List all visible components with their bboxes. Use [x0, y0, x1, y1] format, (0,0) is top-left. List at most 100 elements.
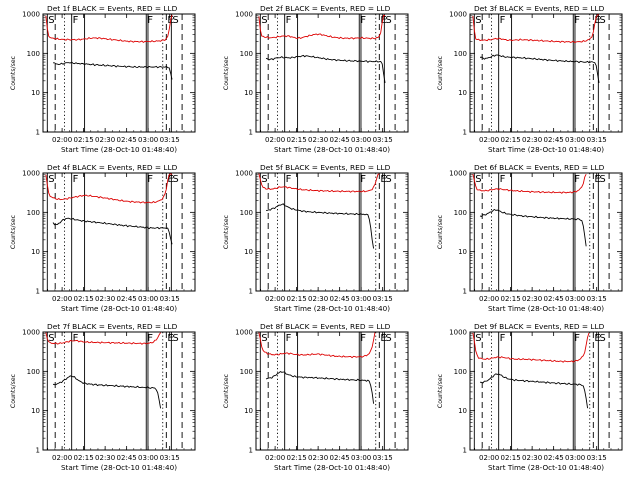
panel-title: Det 1f BLACK = Events, RED = LLD [47, 4, 178, 13]
x-tick-label: 02:45 [330, 295, 350, 303]
time-marker-label: S [172, 174, 178, 185]
lld-series-line [45, 14, 173, 43]
y-tick-label: 10 [458, 407, 467, 415]
time-marker-label: F [500, 15, 506, 26]
y-tick-label: 100 [240, 368, 253, 376]
y-tick-label: 10 [31, 407, 40, 415]
time-marker-label: E [594, 333, 600, 344]
time-marker-label: S [48, 333, 54, 344]
time-marker-label: S [48, 174, 54, 185]
x-tick-label: 02:15 [287, 136, 307, 144]
y-tick-label: 1000 [449, 329, 467, 337]
panel-title: Det 8f BLACK = Events, RED = LLD [260, 322, 391, 331]
y-tick-label: 100 [27, 368, 40, 376]
events-series-line [265, 371, 375, 404]
y-tick-label: 1000 [449, 11, 467, 19]
x-tick-label: 02:15 [501, 454, 521, 462]
x-tick-label: 02:30 [308, 295, 328, 303]
y-axis-label: Counts/sec [437, 373, 444, 408]
x-tick-label: 02:15 [501, 295, 521, 303]
y-tick-label: 100 [454, 50, 467, 58]
x-tick-label: 03:00 [351, 295, 371, 303]
time-marker-label: F [500, 174, 506, 185]
x-tick-label: 02:45 [117, 295, 137, 303]
events-series-line [265, 54, 386, 84]
panel-5: Det 5f BLACK = Events, RED = LLD Start Ti… [223, 163, 409, 313]
time-marker-label: S [475, 174, 481, 185]
time-marker-label: F [500, 333, 506, 344]
lld-series-line [258, 332, 376, 359]
x-tick-label: 03:00 [138, 295, 158, 303]
x-tick-label: 03:15 [587, 136, 607, 144]
time-marker-label: S [385, 15, 391, 26]
y-tick-label: 1000 [235, 11, 253, 19]
x-tick-label: 02:00 [479, 136, 499, 144]
x-tick-label: 02:00 [52, 454, 72, 462]
y-tick-label: 1 [463, 447, 467, 455]
time-marker-label: F [360, 174, 366, 185]
y-axis-label: Counts/sec [10, 373, 17, 408]
x-axis-label: Start Time (28-Oct-10 01:48:40) [61, 145, 177, 154]
plot-frame [255, 172, 409, 292]
lld-series-line [472, 332, 590, 363]
time-marker-label: F [574, 15, 580, 26]
time-marker-label: F [574, 333, 580, 344]
lld-series-line [258, 14, 386, 40]
x-axis-label: Start Time (28-Oct-10 01:48:40) [61, 463, 177, 472]
panel-2: Det 2f BLACK = Events, RED = LLD Start Ti… [223, 4, 409, 154]
y-axis-label: Counts/sec [437, 214, 444, 249]
x-tick-label: 03:00 [351, 454, 371, 462]
y-tick-label: 1000 [449, 170, 467, 178]
x-tick-label: 02:30 [308, 136, 328, 144]
events-series-line [266, 203, 375, 249]
events-series-line [479, 54, 600, 83]
y-tick-label: 10 [31, 89, 40, 97]
time-marker-label: F [286, 333, 292, 344]
x-tick-label: 02:45 [544, 454, 564, 462]
y-tick-label: 100 [27, 50, 40, 58]
y-tick-label: 1 [36, 288, 40, 296]
time-marker-label: F [147, 333, 153, 344]
y-axis-label: Counts/sec [223, 55, 230, 90]
panel-3: Det 3f BLACK = Events, RED = LLD Start Ti… [437, 4, 623, 154]
y-tick-label: 1 [463, 129, 467, 137]
time-marker-label: E [380, 15, 386, 26]
panel-title: Det 3f BLACK = Events, RED = LLD [474, 4, 605, 13]
x-tick-label: 03:15 [160, 295, 180, 303]
x-tick-label: 02:30 [95, 295, 115, 303]
y-tick-label: 10 [31, 248, 40, 256]
plot-frame [42, 331, 196, 451]
time-marker-label: S [261, 333, 267, 344]
x-tick-label: 03:15 [587, 454, 607, 462]
x-axis-label: Start Time (28-Oct-10 01:48:40) [488, 304, 604, 313]
x-tick-label: 02:45 [330, 454, 350, 462]
y-tick-label: 1 [249, 447, 253, 455]
x-axis-label: Start Time (28-Oct-10 01:48:40) [274, 145, 390, 154]
lld-series-line [258, 173, 380, 193]
x-axis-label: Start Time (28-Oct-10 01:48:40) [274, 463, 390, 472]
y-tick-label: 10 [244, 248, 253, 256]
plot-frame [42, 172, 196, 292]
x-tick-label: 03:00 [565, 295, 585, 303]
y-axis-label: Counts/sec [223, 373, 230, 408]
time-marker-label: E [167, 174, 173, 185]
x-tick-label: 02:30 [522, 136, 542, 144]
time-marker-label: S [172, 333, 178, 344]
x-tick-label: 03:15 [373, 454, 393, 462]
events-series-line [52, 217, 173, 245]
y-tick-label: 10 [244, 407, 253, 415]
panel-title: Det 4f BLACK = Events, RED = LLD [47, 163, 178, 172]
panel-9: Det 9f BLACK = Events, RED = LLD Start Ti… [437, 322, 623, 472]
x-tick-label: 03:00 [565, 136, 585, 144]
x-tick-label: 02:15 [501, 136, 521, 144]
x-tick-label: 03:15 [373, 136, 393, 144]
time-marker-label: S [261, 15, 267, 26]
plot-frame [42, 13, 196, 133]
lld-series-line [45, 332, 161, 345]
plot-frame [469, 331, 623, 451]
panel-6: Det 6f BLACK = Events, RED = LLD Start Ti… [437, 163, 623, 313]
x-tick-label: 02:45 [330, 136, 350, 144]
x-tick-label: 02:45 [117, 136, 137, 144]
plot-frame [255, 331, 409, 451]
x-tick-label: 02:30 [95, 454, 115, 462]
